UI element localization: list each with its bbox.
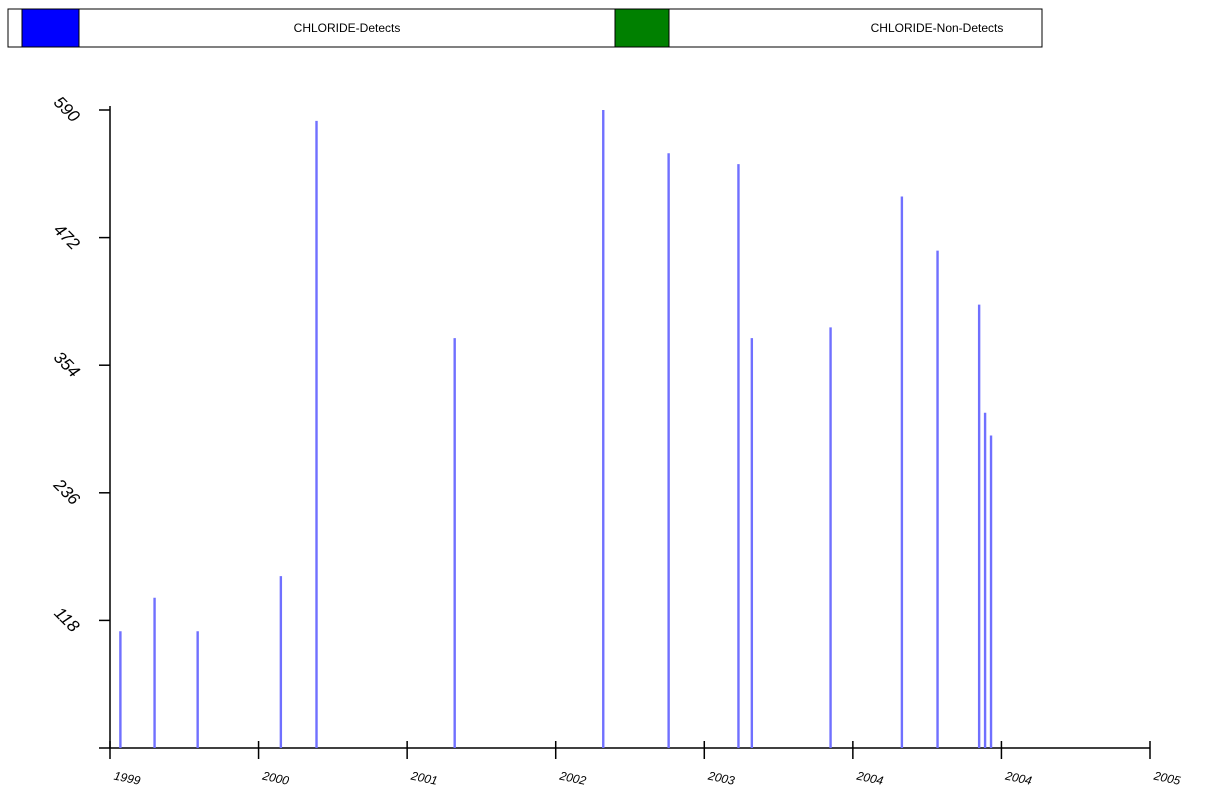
x-tick-label: 2004 bbox=[1003, 768, 1033, 788]
x-tick-label: 2003 bbox=[706, 768, 736, 788]
bars bbox=[119, 110, 993, 748]
x-tick-label: 2004 bbox=[855, 768, 885, 788]
x-tick-label: 2005 bbox=[1152, 768, 1182, 788]
x-tick-label: 2000 bbox=[260, 768, 290, 788]
legend-label-detects: CHLORIDE-Detects bbox=[294, 21, 401, 35]
y-ticks: 118 236 354 472 590 bbox=[49, 93, 110, 636]
legend: CHLORIDE-Detects CHLORIDE-Non-Detects bbox=[7, 8, 1043, 48]
y-tick-label: 118 bbox=[50, 603, 83, 636]
y-tick-label: 236 bbox=[49, 475, 84, 510]
legend-label-non-detects: CHLORIDE-Non-Detects bbox=[871, 21, 1004, 35]
x-ticks: 1999 2000 2001 2002 2003 2004 2004 2005 bbox=[109, 741, 1182, 788]
x-tick-label: 2002 bbox=[557, 768, 587, 788]
y-tick-label: 354 bbox=[50, 348, 83, 381]
x-tick-label: 1999 bbox=[113, 769, 142, 788]
legend-swatch-non-detects bbox=[614, 8, 670, 48]
y-tick-label: 590 bbox=[50, 93, 84, 127]
y-tick-label: 472 bbox=[50, 220, 84, 254]
legend-box-non-detects bbox=[668, 8, 1043, 48]
x-tick-label: 2001 bbox=[409, 768, 439, 787]
legend-box-detects bbox=[78, 8, 616, 48]
legend-swatch-detects bbox=[21, 8, 80, 48]
